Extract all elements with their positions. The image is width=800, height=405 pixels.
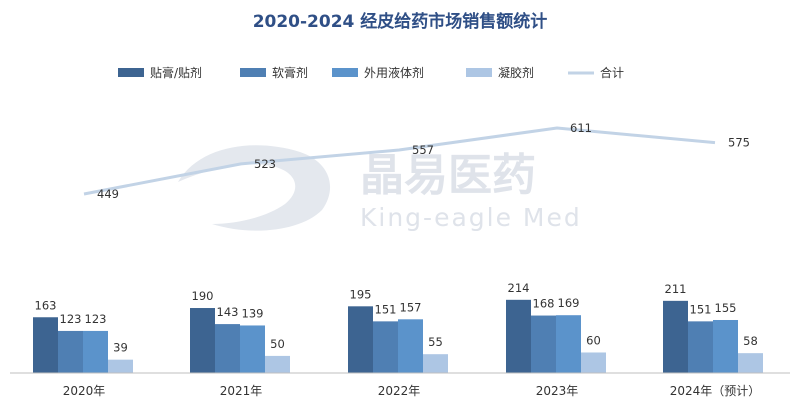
bar	[215, 324, 240, 373]
legend-swatch	[240, 68, 266, 77]
watermark: 晶易医药 King-eagle Med	[178, 145, 582, 232]
legend-label: 贴膏/贴剂	[150, 65, 202, 80]
bar-data-label: 151	[375, 302, 397, 316]
line-data-label: 557	[412, 143, 434, 157]
bar-data-label: 195	[350, 287, 372, 301]
bar-data-label: 190	[192, 289, 214, 303]
legend: 贴膏/贴剂 软膏剂 外用液体剂 凝胶剂 合计	[118, 65, 624, 80]
bar-data-label: 50	[270, 337, 285, 351]
bar	[348, 306, 373, 373]
line-data-label: 449	[97, 187, 119, 201]
bar-data-label: 123	[60, 312, 82, 326]
bar	[373, 321, 398, 373]
bar	[190, 308, 215, 373]
total-line	[83, 126, 716, 196]
bar-data-label: 139	[242, 306, 264, 320]
bar	[265, 355, 290, 373]
line-data-label: 575	[728, 136, 750, 150]
bar	[398, 319, 423, 373]
bar-data-label: 155	[715, 301, 737, 315]
legend-label: 软膏剂	[272, 65, 308, 80]
bar	[556, 315, 581, 373]
bar-data-label: 211	[665, 282, 687, 296]
bar-data-label: 214	[508, 281, 530, 295]
bar-data-label: 157	[400, 300, 422, 314]
x-tick-label: 2022年	[378, 384, 421, 398]
chart-title: 2020-2024 经皮给药市场销售额统计	[253, 11, 548, 32]
bar-data-label: 123	[85, 312, 107, 326]
x-tick-label: 2023年	[536, 384, 579, 398]
legend-label: 合计	[600, 65, 624, 80]
legend-swatch	[466, 68, 492, 77]
bar	[531, 315, 556, 373]
bar	[58, 330, 83, 373]
watermark-brand-en: King-eagle Med	[360, 203, 582, 232]
bar	[738, 353, 763, 373]
x-tick-label: 2024年（预计）	[670, 384, 761, 398]
x-axis: 2020年 2021年 2022年 2023年 2024年（预计）	[10, 372, 790, 398]
bar-data-label: 168	[533, 297, 555, 311]
bar	[108, 359, 133, 373]
bar	[33, 317, 58, 373]
bar	[83, 330, 108, 373]
bar-data-label: 151	[690, 302, 712, 316]
bar-data-label: 60	[586, 333, 601, 347]
bar	[688, 321, 713, 373]
x-tick-label: 2021年	[220, 384, 263, 398]
bar-data-label: 143	[217, 305, 239, 319]
bar-data-label: 163	[35, 298, 57, 312]
bar-data-label: 169	[558, 296, 580, 310]
watermark-brand-cn: 晶易医药	[360, 150, 536, 201]
bar	[423, 354, 448, 373]
legend-label: 外用液体剂	[364, 65, 424, 80]
bar	[713, 319, 738, 373]
legend-label: 凝胶剂	[498, 65, 534, 80]
bar-data-label: 39	[113, 341, 128, 355]
bar	[663, 300, 688, 373]
bar	[506, 299, 531, 373]
watermark-logo-icon	[178, 145, 331, 231]
bar-data-label: 58	[743, 334, 758, 348]
legend-swatch	[332, 68, 358, 77]
x-tick-label: 2020年	[63, 384, 106, 398]
legend-swatch	[118, 68, 144, 77]
bar-data-label: 55	[428, 335, 443, 349]
bar	[240, 325, 265, 373]
line-data-label: 611	[570, 121, 592, 135]
line-data-label: 523	[254, 157, 276, 171]
bar	[581, 352, 606, 373]
